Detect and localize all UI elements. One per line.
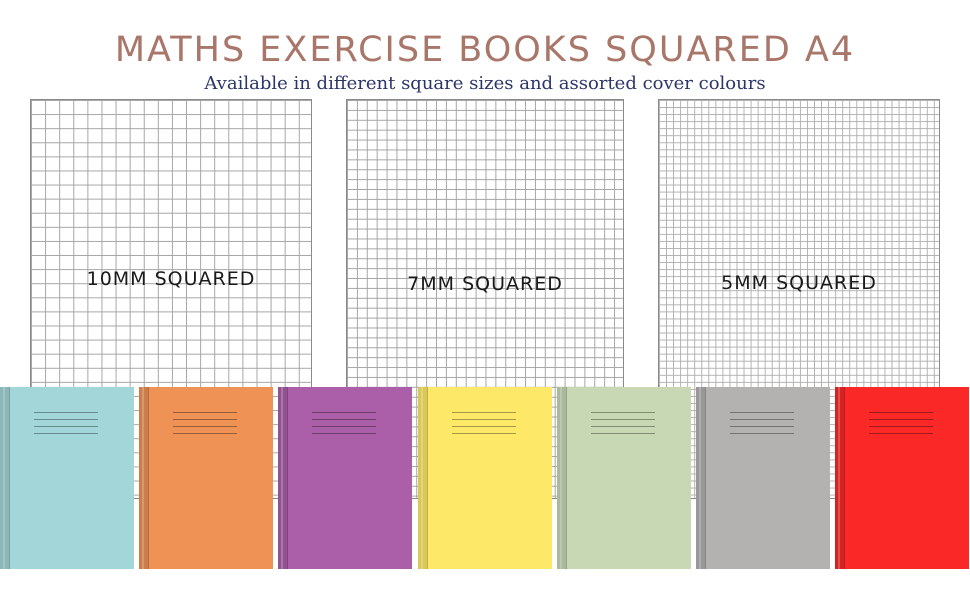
book-spine — [139, 387, 149, 569]
cover-label-line — [173, 426, 237, 427]
book-spine — [418, 387, 428, 569]
cover-label-line — [730, 419, 794, 420]
cover-label-line — [452, 412, 516, 413]
page-subtitle: Available in different square sizes and … — [204, 73, 766, 94]
book-spine — [557, 387, 567, 569]
cover-label-line — [34, 419, 98, 420]
book-spine — [696, 387, 706, 569]
cover-label-line — [34, 412, 98, 413]
cover-label-line — [730, 412, 794, 413]
sheet-label-7mm: 7MM SQUARED — [407, 273, 563, 295]
sheet-label-5mm: 5MM SQUARED — [721, 272, 877, 294]
book-cover-red — [835, 387, 969, 569]
cover-label-line — [452, 419, 516, 420]
cover-label-line — [34, 433, 98, 434]
book-spine — [278, 387, 288, 569]
cover-label-line — [173, 433, 237, 434]
book-cover-purple — [278, 387, 412, 569]
book-cover-blue — [0, 387, 134, 569]
cover-label-line — [730, 433, 794, 434]
cover-label-line — [591, 426, 655, 427]
sheet-label-10mm: 10MM SQUARED — [86, 268, 256, 290]
cover-label-line — [869, 433, 933, 434]
cover-label-line — [730, 426, 794, 427]
cover-label-line — [452, 433, 516, 434]
cover-label-line — [173, 412, 237, 413]
cover-label-line — [591, 433, 655, 434]
cover-label-line — [869, 412, 933, 413]
cover-label-line — [591, 419, 655, 420]
book-cover-green — [557, 387, 691, 569]
cover-label-line — [869, 419, 933, 420]
book-spine — [835, 387, 845, 569]
book-cover-yellow — [418, 387, 552, 569]
cover-label-line — [173, 419, 237, 420]
book-cover-orange — [139, 387, 273, 569]
cover-label-line — [312, 433, 376, 434]
cover-label-line — [34, 426, 98, 427]
cover-label-line — [312, 412, 376, 413]
book-cover-grey — [696, 387, 830, 569]
cover-label-line — [312, 419, 376, 420]
cover-label-line — [452, 426, 516, 427]
cover-label-line — [869, 426, 933, 427]
cover-label-line — [312, 426, 376, 427]
cover-label-line — [591, 412, 655, 413]
page-title: MATHS EXERCISE BOOKS SQUARED A4 — [114, 30, 856, 70]
book-spine — [0, 387, 10, 569]
